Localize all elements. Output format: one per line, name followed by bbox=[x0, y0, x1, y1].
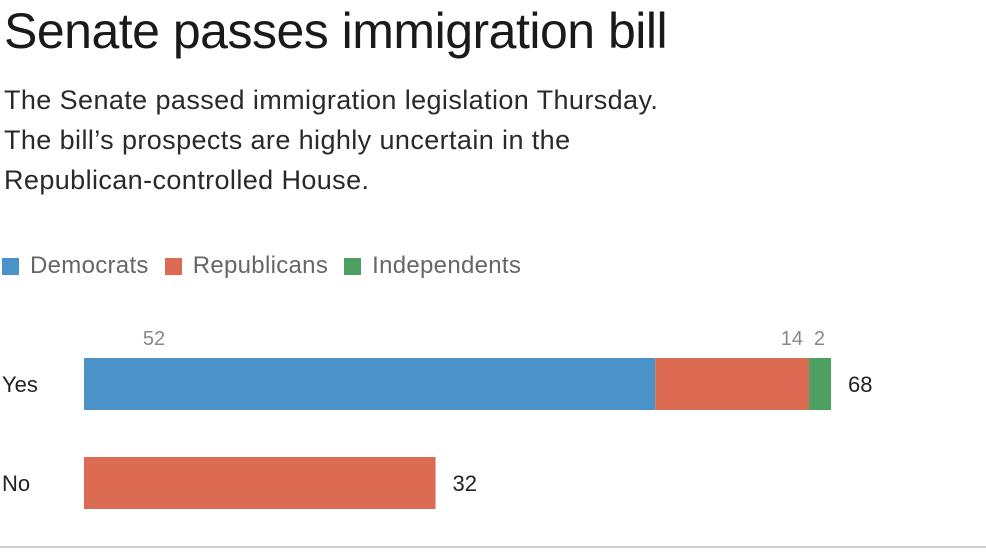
legend-item-republicans: Republicans bbox=[164, 252, 329, 280]
bar-no-republicans bbox=[84, 457, 436, 509]
legend-item-independents: Independents bbox=[344, 252, 521, 280]
legend-label-democrats: Democrats bbox=[30, 252, 149, 279]
segment-label-yes-democrats: 52 bbox=[143, 328, 165, 350]
segment-label-yes-republicans: 14 bbox=[781, 328, 803, 350]
subtitle-line-2: The bill’s prospects are highly uncertai… bbox=[4, 125, 571, 155]
chart-title: Senate passes immigration bill bbox=[4, 3, 668, 59]
bar-chart: Yes 52 14 2 68 No 32 bbox=[2, 328, 872, 509]
total-label-yes: 68 bbox=[848, 372, 872, 397]
category-label-yes: Yes bbox=[2, 372, 38, 397]
legend-swatch-republicans bbox=[164, 257, 182, 275]
bar-yes-republicans bbox=[655, 358, 810, 410]
subtitle-line-3: Republican-controlled House. bbox=[4, 165, 370, 195]
legend-label-independents: Independents bbox=[372, 252, 522, 279]
bar-yes-independents bbox=[809, 358, 831, 410]
category-label-no: No bbox=[2, 471, 30, 496]
legend-item-democrats: Democrats bbox=[2, 252, 149, 280]
legend-swatch-independents bbox=[344, 257, 362, 275]
total-label-no: 32 bbox=[453, 471, 477, 496]
chart-subtitle: The Senate passed immigration legislatio… bbox=[4, 80, 904, 200]
legend: Democrats Republicans Independents bbox=[2, 252, 537, 280]
bar-yes-democrats bbox=[84, 358, 656, 410]
legend-label-republicans: Republicans bbox=[192, 252, 329, 279]
bottom-rule bbox=[0, 546, 986, 548]
legend-swatch-democrats bbox=[2, 257, 19, 275]
segment-label-yes-independents: 2 bbox=[814, 328, 825, 350]
subtitle-line-1: The Senate passed immigration legislatio… bbox=[4, 85, 659, 115]
